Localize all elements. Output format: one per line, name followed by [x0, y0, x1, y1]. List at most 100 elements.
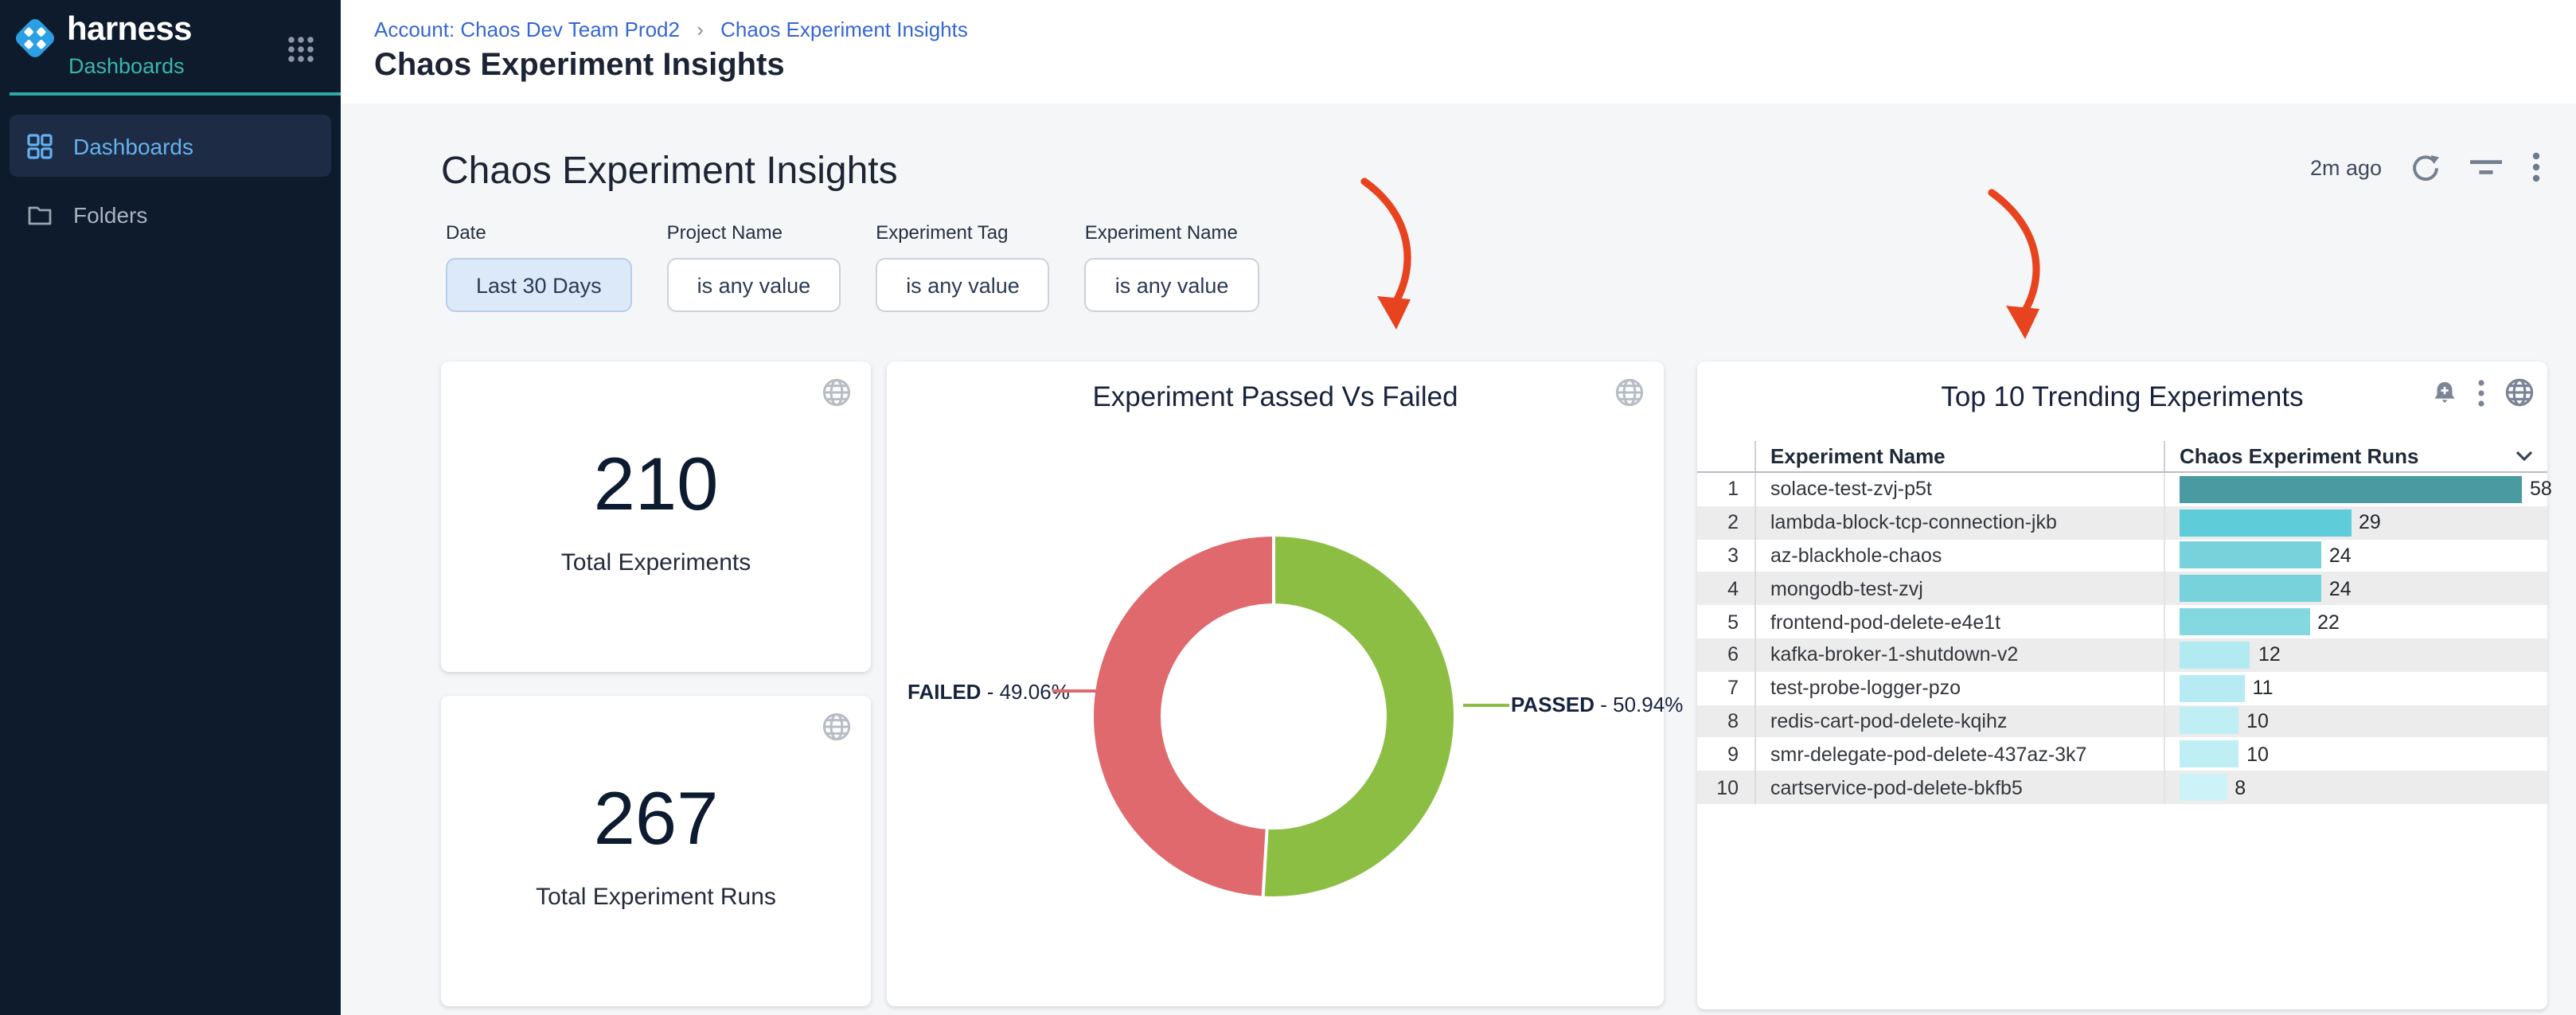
filter-project-name: Project Name is any value: [666, 221, 841, 312]
total-experiment-runs-value: 267: [593, 775, 719, 859]
sidebar-item-folders[interactable]: Folders: [10, 183, 331, 245]
runs-bar[interactable]: [2180, 608, 2310, 636]
runs-value: 58: [2530, 478, 2552, 501]
row-runs-cell: 8: [2164, 771, 2547, 804]
filters-bar: Date Last 30 Days Project Name is any va…: [446, 221, 1259, 312]
row-rank: 2: [1727, 511, 1739, 534]
table-body: 1 solace-test-zvj-p5t 58 2 lambda-block-…: [1697, 473, 2552, 804]
filter-label: Date: [446, 221, 486, 244]
table-row: 5 frontend-pod-delete-e4e1t 22: [1697, 605, 2547, 638]
row-runs-cell: 22: [2164, 605, 2547, 638]
passed-label-connector: [1463, 704, 1509, 707]
kebab-menu-icon: [2532, 152, 2540, 182]
filter-date-chip[interactable]: Last 30 Days: [446, 258, 632, 312]
breadcrumb-separator: ›: [697, 18, 704, 41]
row-rank: 8: [1727, 709, 1739, 732]
row-runs-cell: 24: [2164, 572, 2547, 606]
folder-icon: [28, 205, 52, 224]
runs-value: 29: [2359, 511, 2381, 534]
row-experiment-name: smr-delegate-pod-delete-437az-3k7: [1754, 737, 2164, 771]
row-experiment-name: cartservice-pod-delete-bkfb5: [1754, 771, 2164, 804]
globe-icon: [1615, 378, 1644, 407]
passed-data-label: PASSED - 50.94%: [1511, 693, 1684, 716]
total-experiment-runs-label: Total Experiment Runs: [536, 883, 776, 910]
sidebar-nav: Dashboards Folders: [10, 115, 331, 252]
table-row: 6 kafka-broker-1-shutdown-v2 12: [1697, 638, 2547, 672]
row-rank: 4: [1727, 577, 1739, 600]
globe-icon: [822, 712, 851, 741]
tile-total-experiments: 210 Total Experiments: [441, 361, 871, 672]
red-arrow-head-1: [1377, 296, 1411, 330]
donut-chart: [1093, 533, 1454, 900]
donut-tile-title: Experiment Passed Vs Failed: [1092, 381, 1458, 412]
globe-icon: [822, 378, 851, 407]
runs-bar[interactable]: [2180, 774, 2227, 802]
tile-kebab-menu-icon[interactable]: [2477, 378, 2485, 407]
runs-value: 11: [2252, 677, 2274, 700]
filter-label: Experiment Tag: [876, 221, 1009, 244]
dashboard-more-menu-button[interactable]: [2531, 151, 2541, 183]
stat-content: 267 Total Experiment Runs: [441, 689, 871, 1000]
filter-experiment-tag-chip[interactable]: is any value: [876, 258, 1050, 312]
row-runs-cell: 29: [2164, 506, 2547, 540]
red-arrow-annotation-1: [1360, 178, 1411, 305]
table-row: 3 az-blackhole-chaos 24: [1697, 539, 2547, 572]
runs-value: 22: [2317, 611, 2340, 634]
row-rank: 5: [1727, 611, 1739, 634]
runs-bar[interactable]: [2180, 707, 2239, 735]
tile-total-experiment-runs: 267 Total Experiment Runs: [441, 696, 871, 1006]
alert-bell-icon[interactable]: [2431, 378, 2458, 407]
total-experiments-value: 210: [593, 440, 719, 525]
row-experiment-name: redis-cart-pod-delete-kqihz: [1754, 705, 2164, 738]
stat-content: 210 Total Experiments: [441, 355, 871, 666]
filters-toggle-button[interactable]: [2469, 154, 2503, 180]
row-rank: 10: [1716, 776, 1739, 799]
runs-bar[interactable]: [2180, 575, 2321, 603]
row-experiment-name: solace-test-zvj-p5t: [1754, 473, 2164, 506]
table-row: 10 cartservice-pod-delete-bkfb5 8: [1697, 771, 2547, 804]
filter-icon: [2470, 160, 2502, 174]
runs-value: 24: [2328, 544, 2352, 567]
row-runs-cell: 58: [2164, 473, 2552, 506]
row-runs-cell: 12: [2164, 638, 2547, 672]
runs-bar[interactable]: [2180, 740, 2239, 768]
row-experiment-name: lambda-block-tcp-connection-jkb: [1754, 506, 2164, 540]
runs-value: 10: [2246, 709, 2269, 732]
breadcrumb: Account: Chaos Dev Team Prod2 › Chaos Ex…: [374, 18, 968, 41]
table-row: 1 solace-test-zvj-p5t 58: [1697, 473, 2552, 506]
runs-bar[interactable]: [2180, 509, 2351, 537]
module-switcher-icon[interactable]: [287, 35, 315, 64]
refresh-button[interactable]: [2410, 152, 2441, 182]
breadcrumb-account-link[interactable]: Account: Chaos Dev Team Prod2: [374, 18, 680, 41]
runs-bar[interactable]: [2180, 641, 2250, 669]
globe-icon: [2505, 378, 2534, 407]
filter-experiment-name-chip[interactable]: is any value: [1084, 258, 1259, 312]
chevron-down-icon[interactable]: [2516, 451, 2533, 462]
rank-column-header: [1697, 441, 1754, 471]
sidebar-item-label: Dashboards: [73, 133, 193, 158]
table-row: 4 mongodb-test-zvj 24: [1697, 572, 2547, 606]
dashboard-title: Chaos Experiment Insights: [441, 150, 898, 193]
table-row: 8 redis-cart-pod-delete-kqihz 10: [1697, 705, 2547, 738]
tile-actions: [2431, 377, 2535, 408]
row-rank: 3: [1727, 544, 1739, 567]
sidebar-item-dashboards[interactable]: Dashboards: [10, 115, 331, 177]
runs-value: 12: [2258, 643, 2281, 666]
dashboard-content: Chaos Experiment Insights 2m ago: [341, 103, 2576, 1015]
table-row: 2 lambda-block-tcp-connection-jkb 29: [1697, 506, 2547, 540]
harness-logo-icon[interactable]: [14, 18, 56, 59]
failed-data-label: FAILED - 49.06%: [907, 680, 1070, 704]
runs-bar[interactable]: [2180, 541, 2321, 569]
filter-project-name-chip[interactable]: is any value: [666, 258, 841, 312]
table-row: 9 smr-delegate-pod-delete-437az-3k7 10: [1697, 737, 2547, 771]
sidebar-item-label: Folders: [73, 201, 148, 227]
breadcrumb-current-link[interactable]: Chaos Experiment Insights: [720, 18, 968, 41]
runs-bar[interactable]: [2180, 475, 2522, 503]
experiment-name-column-header[interactable]: Experiment Name: [1754, 441, 2164, 471]
runs-bar[interactable]: [2180, 674, 2245, 702]
filter-label: Project Name: [666, 221, 783, 244]
runs-column-header[interactable]: Chaos Experiment Runs: [2164, 441, 2547, 471]
filter-date: Date Last 30 Days: [446, 221, 632, 312]
table-header-row: Experiment Name Chaos Experiment Runs: [1697, 441, 2547, 473]
